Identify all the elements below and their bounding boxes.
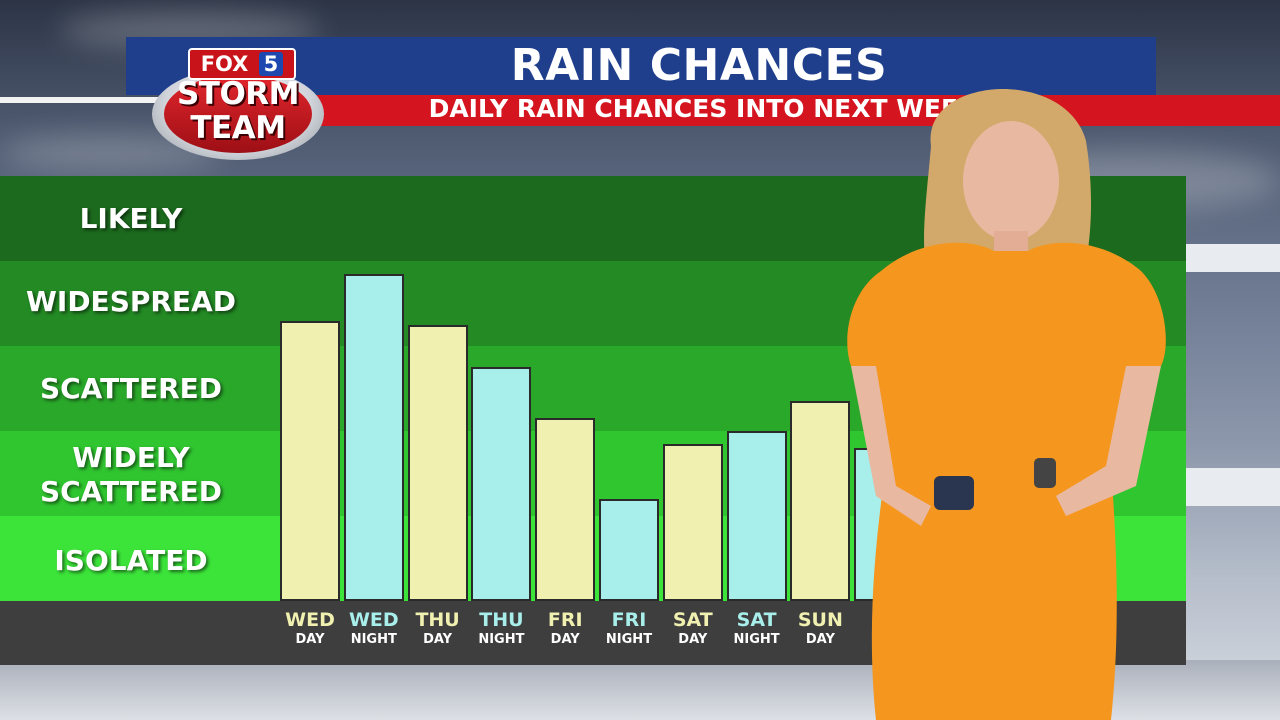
- x-label-period-6: DAY: [678, 632, 708, 647]
- x-label-period-8: DAY: [805, 632, 835, 647]
- x-label-day-2: THU: [415, 609, 460, 631]
- x-label-2: THU DAY: [408, 610, 468, 650]
- rail: [1180, 244, 1280, 272]
- x-label-day-7: SAT: [736, 609, 777, 631]
- x-label-7: SAT NIGHT: [727, 610, 787, 650]
- logo-channel: 5: [258, 52, 284, 76]
- x-label-period-5: NIGHT: [605, 632, 653, 647]
- x-label-0: WED DAY: [280, 610, 340, 650]
- header-accent-line: [0, 97, 170, 103]
- logo-storm: STORM: [176, 76, 300, 112]
- x-label-period-0: DAY: [295, 632, 325, 647]
- x-label-period-7: NIGHT: [733, 632, 780, 647]
- x-label-6: SAT DAY: [663, 610, 723, 650]
- x-label-day-6: SAT: [672, 609, 713, 631]
- chart-subtitle: DAILY RAIN CHANCES INTO NEXT WEEK: [428, 94, 978, 123]
- x-label-day-0: WED: [285, 609, 335, 631]
- subtitle-banner: [310, 95, 1280, 126]
- x-label-1: WED NIGHT: [344, 610, 404, 650]
- chart-title: RAIN CHANCES: [510, 40, 888, 91]
- x-label-period-3: NIGHT: [478, 632, 525, 647]
- x-label-day-8: SUN: [797, 609, 843, 631]
- bar-0: [280, 320, 340, 601]
- x-label-3: THU NIGHT: [471, 610, 531, 650]
- logo-fox5: FOX 5: [188, 48, 296, 80]
- logo-inner: [164, 75, 312, 153]
- bar-5: [599, 499, 659, 601]
- x-label-day-5: FRI: [611, 609, 647, 631]
- logo-team: TEAM: [190, 110, 286, 146]
- level-label-scattered: SCATTERED: [39, 372, 223, 405]
- bar-3: [471, 367, 532, 601]
- x-label-5: FRI NIGHT: [599, 610, 659, 650]
- x-label-period-1: NIGHT: [350, 632, 397, 647]
- bar-2: [407, 324, 468, 601]
- level-label-isolated: ISOLATED: [54, 544, 208, 577]
- rail: [1180, 468, 1280, 506]
- x-label-period-4: DAY: [550, 632, 580, 647]
- logo-brand: FOX: [200, 52, 249, 76]
- x-label-period-2: DAY: [423, 632, 453, 647]
- level-label-widely-scattered: WIDELY SCATTERED: [39, 441, 223, 508]
- x-label-day-4: FRI: [547, 609, 583, 631]
- bar-8: [790, 401, 851, 601]
- level-label-likely: LIKELY: [79, 202, 183, 235]
- meteorologist-presenter: [847, 88, 1166, 720]
- level-label-widespread: WIDESPREAD: [26, 285, 236, 318]
- bar-7: [726, 431, 787, 601]
- x-label-day-3: THU: [479, 609, 524, 631]
- x-label-day-1: WED: [348, 609, 399, 631]
- x-label-4: FRI DAY: [535, 610, 595, 650]
- fox5-storm-team-logo: FOX 5 STORM TEAM: [152, 48, 324, 160]
- bar-1: [343, 273, 404, 601]
- x-label-8: SUN DAY: [790, 610, 850, 650]
- bar-4: [535, 418, 596, 601]
- bar-6: [662, 443, 723, 601]
